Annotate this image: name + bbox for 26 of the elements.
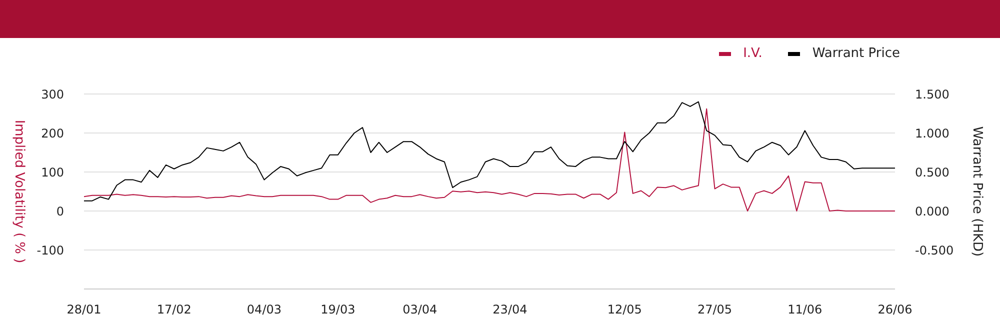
x-tick-label: 12/05 xyxy=(607,302,642,317)
y2-tick-label: 0.000 xyxy=(915,204,950,218)
x-tick-label: 27/05 xyxy=(697,302,732,317)
y2-tick-label: 0.500 xyxy=(915,165,950,180)
x-tick-label: 04/03 xyxy=(246,302,282,317)
y2-tick-label: 1.000 xyxy=(915,126,950,140)
y-tick-label: 0 xyxy=(56,204,64,218)
x-tick-label: 23/04 xyxy=(492,302,528,317)
y-tick-label: 300 xyxy=(41,87,64,102)
y2-tick-label: -0.500 xyxy=(915,243,954,258)
y2-axis-title: Warrant Price (HKD) xyxy=(969,126,984,257)
legend-label: Warrant Price xyxy=(811,46,900,61)
y-tick-label: 100 xyxy=(41,165,64,180)
line-series xyxy=(84,101,895,202)
x-tick-label: 19/03 xyxy=(320,302,356,317)
x-tick-label: 03/04 xyxy=(402,302,438,317)
x-tick-label: 17/02 xyxy=(156,302,192,317)
line-series xyxy=(84,108,895,212)
y-axis-title: Implied Volatility ( % ) xyxy=(11,120,26,264)
y-tick-label: -100 xyxy=(36,243,64,258)
x-tick-label: 26/06 xyxy=(878,302,912,317)
y-tick-label: 200 xyxy=(41,126,64,140)
x-tick-label: 11/06 xyxy=(788,302,822,317)
legend-label: I.V. xyxy=(742,46,762,61)
y2-tick-label: 1.500 xyxy=(915,87,950,102)
x-tick-label: 28/01 xyxy=(66,302,102,317)
